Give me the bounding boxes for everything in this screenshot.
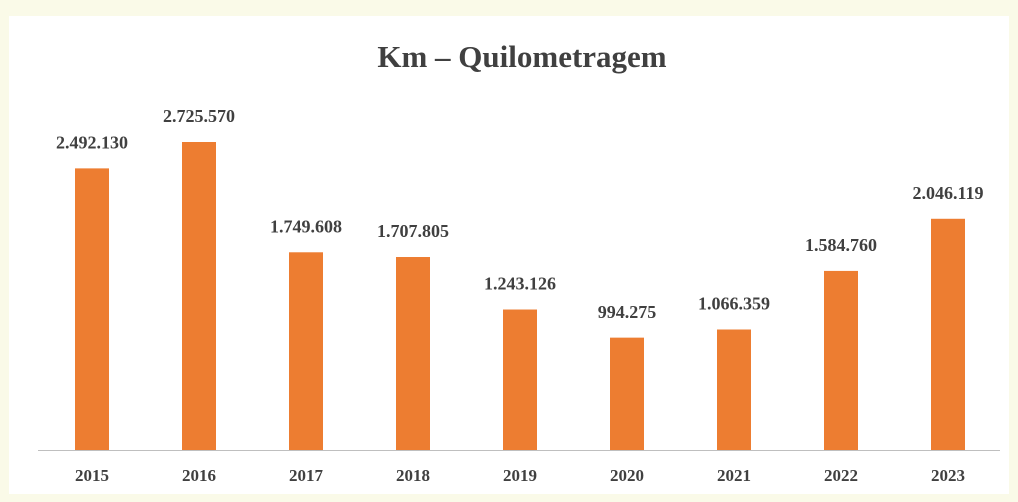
x-tick-label: 2023 (931, 466, 965, 485)
value-label: 2.492.130 (56, 133, 128, 153)
x-tick-label: 2017 (289, 466, 324, 485)
value-label: 994.275 (598, 302, 657, 322)
x-tick-label: 2016 (182, 466, 216, 485)
chart-title: Km – Quilometragem (377, 39, 666, 74)
value-label: 1.584.760 (805, 235, 877, 255)
value-label: 1.707.805 (377, 221, 449, 241)
bar (396, 257, 430, 450)
value-label: 1.066.359 (698, 294, 770, 314)
bar (75, 168, 109, 450)
bar (182, 142, 216, 450)
bar (931, 218, 965, 450)
bar (503, 309, 537, 450)
x-tick-label: 2019 (503, 466, 537, 485)
value-label: 2.725.570 (163, 106, 235, 126)
x-tick-label: 2021 (717, 466, 751, 485)
bar (610, 337, 644, 450)
x-tick-label: 2022 (824, 466, 858, 485)
bar (717, 329, 751, 450)
value-label: 2.046.119 (912, 183, 983, 203)
bar (289, 252, 323, 450)
bar (824, 270, 858, 450)
value-label: 1.749.608 (270, 216, 342, 236)
x-tick-label: 2020 (610, 466, 644, 485)
x-tick-label: 2015 (75, 466, 109, 485)
x-tick-label: 2018 (396, 466, 430, 485)
value-label: 1.243.126 (484, 274, 556, 294)
